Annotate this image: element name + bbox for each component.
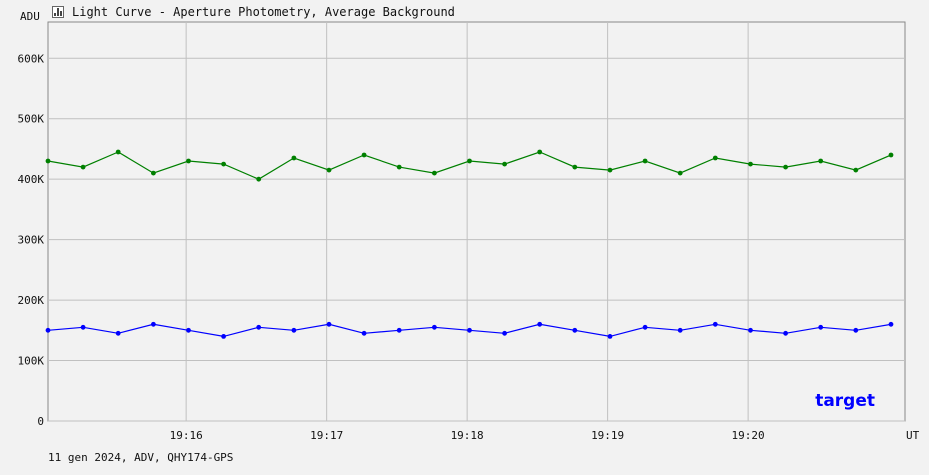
series-point-0 xyxy=(537,149,543,155)
series-point-1 xyxy=(115,330,121,336)
series-point-0 xyxy=(396,164,402,170)
series-point-1 xyxy=(80,324,86,330)
y-tick-label: 100K xyxy=(18,355,45,368)
series-point-1 xyxy=(186,327,191,333)
x-tick-label: 19:20 xyxy=(732,429,765,442)
series-point-1 xyxy=(607,334,613,339)
series-point-0 xyxy=(432,170,437,176)
series-point-0 xyxy=(291,155,297,161)
series-point-1 xyxy=(151,321,156,327)
y-tick-label: 200K xyxy=(18,294,45,307)
series-point-0 xyxy=(186,158,191,164)
series-point-1 xyxy=(818,324,824,330)
series-point-1 xyxy=(677,327,683,333)
series-point-1 xyxy=(432,324,437,330)
series-point-0 xyxy=(783,164,788,170)
series-point-1 xyxy=(45,327,51,333)
series-point-0 xyxy=(888,152,894,158)
series-point-1 xyxy=(256,324,262,330)
series-point-1 xyxy=(502,330,507,336)
chart-icon[interactable] xyxy=(52,6,64,18)
series-point-1 xyxy=(572,327,578,333)
series-point-0 xyxy=(361,152,367,158)
series-point-0 xyxy=(221,161,227,167)
x-axis-label: UT xyxy=(906,429,920,442)
y-tick-label: 300K xyxy=(18,234,45,247)
y-tick-label: 0 xyxy=(37,415,44,428)
series-point-1 xyxy=(396,327,402,333)
plot-area xyxy=(47,21,906,422)
series-point-0 xyxy=(642,158,648,164)
series-point-0 xyxy=(853,167,859,173)
series-point-0 xyxy=(677,170,683,176)
series-point-0 xyxy=(467,158,472,164)
x-tick-label: 19:19 xyxy=(591,429,624,442)
series-point-1 xyxy=(537,321,543,327)
footer-info: 11 gen 2024, ADV, QHY174-GPS xyxy=(48,451,234,464)
series-point-0 xyxy=(748,161,753,167)
y-tick-label: 600K xyxy=(18,52,45,65)
series-point-0 xyxy=(326,167,332,173)
y-tick-label: 500K xyxy=(18,113,45,126)
series-point-0 xyxy=(80,164,86,170)
series-point-1 xyxy=(467,327,472,333)
series-point-1 xyxy=(291,327,297,333)
series-point-0 xyxy=(151,170,156,176)
series-point-1 xyxy=(783,330,788,336)
series-point-0 xyxy=(712,155,718,161)
x-tick-label: 19:16 xyxy=(170,429,203,442)
series-point-0 xyxy=(502,161,507,167)
y-axis-label: ADU xyxy=(20,10,40,23)
series-point-1 xyxy=(221,334,227,339)
series-point-1 xyxy=(361,330,367,336)
series-point-0 xyxy=(607,167,613,173)
series-point-1 xyxy=(326,321,332,327)
x-tick-label: 19:17 xyxy=(310,429,343,442)
series-point-0 xyxy=(572,164,578,170)
series-point-0 xyxy=(45,158,51,164)
series-point-1 xyxy=(642,324,648,330)
series-point-0 xyxy=(115,149,121,155)
title-bar: Light Curve - Aperture Photometry, Avera… xyxy=(52,3,455,21)
series-point-1 xyxy=(853,327,859,333)
series-point-0 xyxy=(818,158,824,164)
series-point-1 xyxy=(712,321,718,327)
target-label: target xyxy=(815,391,875,411)
series-point-1 xyxy=(748,327,753,333)
series-point-0 xyxy=(256,176,262,182)
y-tick-label: 400K xyxy=(18,173,45,186)
series-point-1 xyxy=(888,321,894,327)
x-tick-label: 19:18 xyxy=(451,429,484,442)
chart-title: Light Curve - Aperture Photometry, Avera… xyxy=(72,5,455,19)
